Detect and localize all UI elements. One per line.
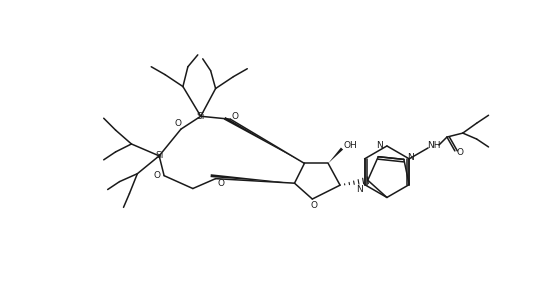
Text: Si: Si [155,151,163,160]
Text: N: N [377,141,383,151]
Text: O: O [217,179,224,188]
Text: O: O [175,119,181,128]
Text: NH: NH [427,141,441,151]
Polygon shape [211,174,295,183]
Text: O: O [311,201,318,210]
Text: Si: Si [196,112,205,121]
Polygon shape [328,147,343,163]
Text: O: O [232,112,239,121]
Text: N: N [356,185,363,194]
Text: N: N [408,153,414,162]
Text: O: O [154,171,161,180]
Text: O: O [456,149,463,157]
Polygon shape [224,117,304,163]
Text: OH: OH [343,141,357,150]
